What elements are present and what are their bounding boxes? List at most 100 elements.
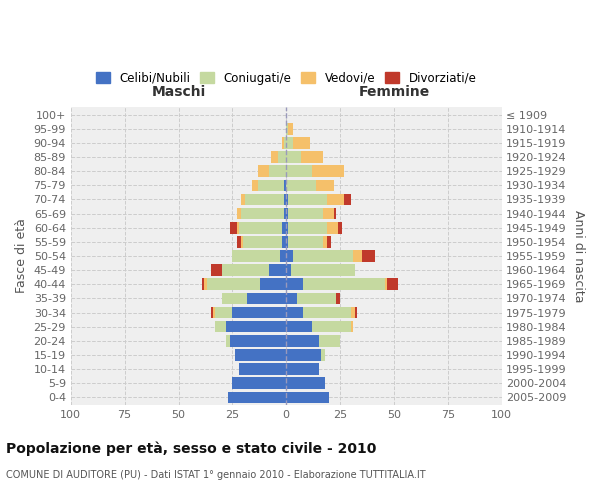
Bar <box>228 392 286 403</box>
Bar <box>286 236 289 248</box>
Bar <box>320 349 325 360</box>
Bar <box>286 151 301 163</box>
Bar <box>284 180 286 191</box>
Bar <box>243 236 282 248</box>
Bar <box>319 335 340 346</box>
Bar <box>312 166 344 177</box>
Bar <box>289 194 327 205</box>
Bar <box>271 151 278 163</box>
Bar <box>232 250 280 262</box>
Bar <box>232 378 286 389</box>
Bar <box>215 306 232 318</box>
Bar <box>286 250 293 262</box>
Bar <box>286 123 289 134</box>
Bar <box>323 208 334 220</box>
Bar <box>351 321 353 332</box>
Bar <box>286 208 289 220</box>
Bar <box>236 236 241 248</box>
Bar <box>245 194 284 205</box>
Bar <box>286 306 304 318</box>
Bar <box>301 151 323 163</box>
Bar <box>239 364 286 375</box>
Bar <box>286 392 329 403</box>
Bar <box>355 306 358 318</box>
Y-axis label: Fasce di età: Fasce di età <box>15 218 28 294</box>
Bar <box>293 137 310 148</box>
Bar <box>289 222 327 234</box>
Bar <box>286 278 304 290</box>
Bar <box>334 208 336 220</box>
Bar <box>230 335 286 346</box>
Bar <box>278 151 286 163</box>
Bar <box>286 264 290 276</box>
Bar <box>211 264 221 276</box>
Bar <box>258 180 284 191</box>
Bar <box>284 137 286 148</box>
Bar <box>241 194 245 205</box>
Bar <box>213 306 215 318</box>
Bar <box>269 264 286 276</box>
Bar <box>336 292 340 304</box>
Bar <box>293 250 353 262</box>
Bar <box>241 236 243 248</box>
Bar <box>286 292 297 304</box>
Bar <box>312 321 351 332</box>
Bar <box>286 321 312 332</box>
Bar <box>316 180 334 191</box>
Bar <box>297 292 336 304</box>
Bar <box>269 166 286 177</box>
Text: Femmine: Femmine <box>358 86 430 100</box>
Legend: Celibi/Nubili, Coniugati/e, Vedovi/e, Divorziati/e: Celibi/Nubili, Coniugati/e, Vedovi/e, Di… <box>92 68 480 88</box>
Text: Popolazione per età, sesso e stato civile - 2010: Popolazione per età, sesso e stato civil… <box>6 441 376 456</box>
Bar <box>284 208 286 220</box>
Bar <box>282 236 286 248</box>
Bar <box>226 335 230 346</box>
Bar <box>226 321 286 332</box>
Bar <box>286 180 316 191</box>
Bar <box>289 208 323 220</box>
Bar <box>327 222 338 234</box>
Bar <box>202 278 205 290</box>
Bar <box>282 137 284 148</box>
Bar <box>388 278 398 290</box>
Bar <box>247 292 286 304</box>
Bar <box>286 137 293 148</box>
Bar <box>286 364 319 375</box>
Bar <box>289 236 323 248</box>
Bar <box>286 349 320 360</box>
Bar <box>211 306 213 318</box>
Bar <box>338 222 342 234</box>
Bar <box>286 222 289 234</box>
Y-axis label: Anni di nascita: Anni di nascita <box>572 210 585 302</box>
Bar <box>205 278 206 290</box>
Bar <box>344 194 351 205</box>
Bar <box>304 306 351 318</box>
Bar <box>286 378 325 389</box>
Bar <box>353 250 362 262</box>
Bar <box>323 236 327 248</box>
Bar <box>282 222 286 234</box>
Bar <box>304 278 385 290</box>
Bar <box>286 166 312 177</box>
Text: COMUNE DI AUDITORE (PU) - Dati ISTAT 1° gennaio 2010 - Elaborazione TUTTITALIA.I: COMUNE DI AUDITORE (PU) - Dati ISTAT 1° … <box>6 470 425 480</box>
Bar <box>221 292 247 304</box>
Bar <box>232 306 286 318</box>
Bar <box>286 194 289 205</box>
Bar <box>351 306 355 318</box>
Bar <box>286 335 319 346</box>
Bar <box>206 278 260 290</box>
Bar <box>241 208 284 220</box>
Bar <box>221 264 269 276</box>
Bar <box>327 236 331 248</box>
Bar <box>290 264 355 276</box>
Bar <box>235 349 286 360</box>
Bar <box>258 166 269 177</box>
Bar <box>385 278 388 290</box>
Bar <box>280 250 286 262</box>
Bar <box>239 222 282 234</box>
Bar <box>260 278 286 290</box>
Text: Maschi: Maschi <box>151 86 206 100</box>
Bar <box>289 123 293 134</box>
Bar <box>236 222 239 234</box>
Bar <box>252 180 258 191</box>
